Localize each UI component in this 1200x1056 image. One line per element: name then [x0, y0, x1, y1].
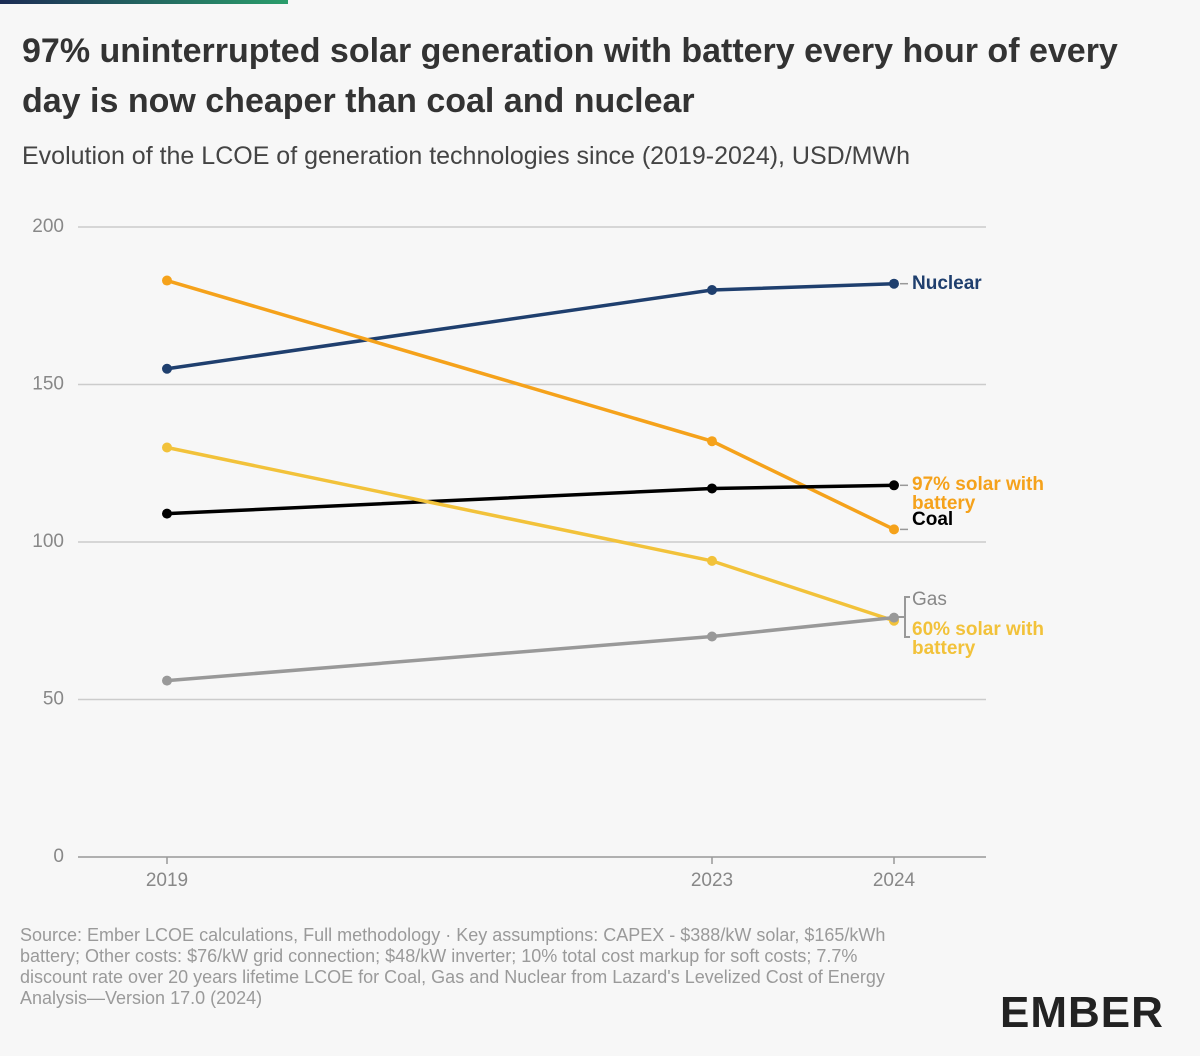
- series-label: 97% solar with battery: [912, 474, 1044, 514]
- chart-subtitle: Evolution of the LCOE of generation tech…: [22, 142, 910, 170]
- series-line: [166, 615, 895, 683]
- source-note: Source: Ember LCOE calculations, Full me…: [20, 925, 886, 1008]
- data-point: [707, 631, 717, 642]
- y-tick-label: 200: [32, 216, 64, 237]
- series-line: [166, 281, 895, 371]
- data-point: [707, 483, 717, 494]
- y-tick-label: 0: [53, 846, 64, 867]
- x-tick-label: 2019: [146, 870, 188, 891]
- brand-logo: EMBER: [1000, 988, 1164, 1037]
- data-point: [889, 278, 899, 289]
- data-point: [162, 442, 172, 453]
- x-tick-label: 2024: [873, 870, 916, 891]
- data-point: [162, 675, 172, 686]
- data-point: [889, 524, 899, 535]
- data-point: [889, 480, 899, 491]
- data-point: [707, 285, 717, 295]
- series-label: Nuclear: [912, 273, 982, 294]
- y-tick-label: 100: [32, 531, 64, 552]
- data-point: [707, 436, 717, 447]
- data-point: [889, 612, 899, 623]
- top-bar: [0, 0, 288, 4]
- data-point: [162, 275, 172, 286]
- x-tick-label: 2023: [691, 870, 733, 891]
- data-point: [707, 555, 717, 566]
- data-point: [162, 363, 172, 374]
- data-point: [162, 508, 172, 519]
- y-tick-label: 50: [43, 689, 64, 710]
- y-tick-label: 150: [32, 374, 64, 395]
- series-label: 60% solar with battery: [912, 619, 1044, 659]
- chart-title: 97% uninterrupted solar generation with …: [22, 32, 1118, 120]
- label-bracket: [898, 596, 910, 638]
- series-label: Gas: [912, 589, 947, 610]
- series-line: [166, 445, 895, 623]
- series-line: [166, 483, 895, 516]
- series-label: Coal: [912, 509, 954, 530]
